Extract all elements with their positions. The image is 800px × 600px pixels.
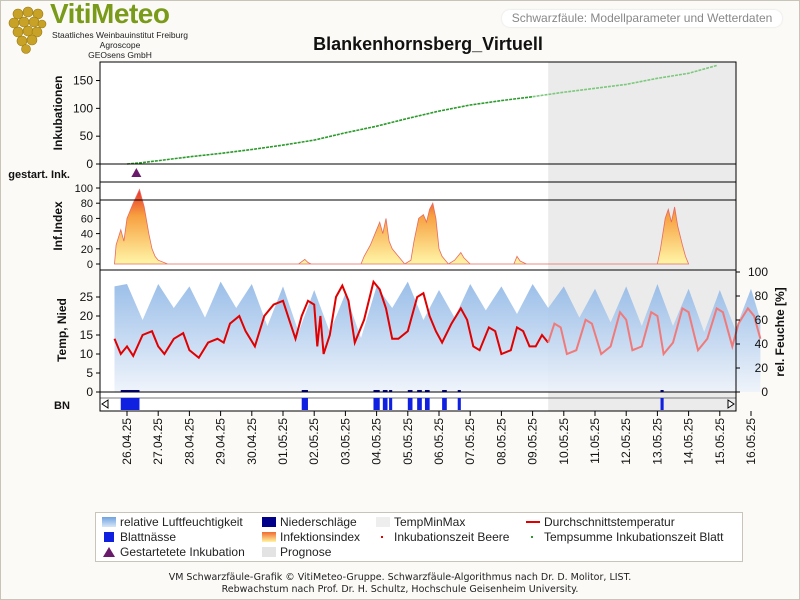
rain-bar — [301, 390, 308, 393]
rain-bar — [457, 390, 461, 393]
footer: VM Schwarzfäule-Grafik © VitiMeteo-Grupp… — [0, 572, 800, 596]
x-tick-label: 03.05.25 — [338, 418, 352, 465]
footer-line-2: Rebwachstum nach Prof. Dr. H. Schultz, H… — [221, 584, 579, 595]
temp-y-tick-label: 25 — [80, 290, 94, 304]
leaf-wetness-bar — [407, 398, 413, 410]
x-tick-label: 06.05.25 — [432, 418, 446, 465]
x-tick-label: 27.04.25 — [151, 418, 165, 465]
infection-y-tick-label: 100 — [75, 183, 93, 195]
rain-bar — [417, 390, 422, 393]
infection-y-tick-label: 40 — [81, 229, 93, 241]
rain-bar — [120, 390, 140, 393]
humidity-y-tick-label: 80 — [755, 289, 769, 303]
x-tick-label: 26.04.25 — [120, 418, 134, 465]
infection-y-tick-label: 80 — [81, 198, 93, 210]
scroll-left-icon — [101, 399, 109, 409]
x-tick-label: 08.05.25 — [494, 418, 508, 465]
brand-name: VitiMeteo — [50, 0, 170, 29]
incubation-y-tick-label: 50 — [80, 129, 94, 143]
humidity-y-tick-label: 100 — [748, 265, 768, 279]
leaf-wetness-bar — [417, 398, 422, 410]
leaf-wetness-bar — [424, 398, 430, 410]
leaf-wetness-bar — [389, 398, 393, 410]
infection-index-area — [114, 188, 690, 265]
leaf-wetness-bar — [301, 398, 308, 410]
temp-y-tick-label: 10 — [80, 347, 94, 361]
incubation-y-label: Inkubationen — [51, 76, 65, 151]
x-tick-label: 07.05.25 — [463, 418, 477, 465]
humidity-area — [114, 281, 761, 392]
started-incubation-label: gestart. Ink. — [8, 169, 70, 181]
x-tick-label: 15.05.25 — [713, 418, 727, 465]
rain-bar — [660, 390, 664, 393]
leaf-wetness-label: BN — [54, 400, 70, 412]
rain-bar — [389, 390, 393, 393]
header-badge: Schwarzfäule: Modellparameter und Wetter… — [502, 10, 782, 27]
infection-y-tick-label: 0 — [87, 259, 93, 271]
rain-bar — [382, 390, 388, 393]
vitimeteo-logo: VitiMeteo Staatliches Weinbauinstitut Fr… — [4, 0, 204, 62]
x-tick-label: 12.05.25 — [619, 418, 633, 465]
rain-bar — [373, 390, 380, 393]
leaf-wetness-bar — [660, 398, 664, 410]
rain-bar — [442, 390, 447, 393]
humidity-y-tick-label: 40 — [755, 337, 769, 351]
infection-y-tick-label: 60 — [81, 213, 93, 225]
x-tick-label: 29.04.25 — [214, 418, 228, 465]
x-tick-label: 13.05.25 — [650, 418, 664, 465]
brand-line-3: GEOsens GmbH — [88, 50, 152, 60]
incubation-line — [126, 95, 533, 165]
leaf-wetness-bar — [442, 398, 447, 410]
plot-border — [99, 61, 737, 412]
x-tick-label: 02.05.25 — [307, 418, 321, 465]
x-tick-label: 05.05.25 — [401, 418, 415, 465]
x-tick-label: 11.05.25 — [588, 418, 602, 464]
temp-y-tick-label: 15 — [80, 328, 94, 342]
footer-line-1: VM Schwarzfäule-Grafik © VitiMeteo-Grupp… — [168, 572, 632, 583]
x-tick-label: 16.05.25 — [744, 418, 758, 465]
incubation-y-tick-label: 150 — [73, 74, 93, 88]
humidity-y-tick-label: 0 — [761, 385, 768, 399]
leaf-wetness-bar — [120, 398, 140, 410]
brand-line-1: Staatliches Weinbauinstitut Freiburg — [52, 30, 188, 40]
incubation-line-prognosis — [532, 64, 717, 98]
legend: relative Luftfeuchtigkeit Niederschläge … — [95, 512, 743, 562]
chart-title: Blankenhornsberg_Virtuell — [313, 34, 543, 54]
x-tick-label: 01.05.25 — [276, 418, 290, 465]
humidity-y-label: rel. Feuchte [%] — [773, 287, 787, 376]
started-incubation-marker — [131, 168, 142, 177]
brand-line-2: Agroscope — [99, 40, 141, 50]
incubation-y-tick-label: 0 — [86, 157, 93, 171]
scroll-right-icon — [727, 399, 735, 409]
avg-temperature-line-prognosis — [547, 306, 762, 357]
grape-icon — [8, 6, 47, 54]
humidity-y-tick-label: 20 — [755, 361, 769, 375]
rain-bar — [424, 390, 430, 393]
infection-y-tick-label: 20 — [81, 244, 93, 256]
leaf-wetness-bar — [373, 398, 380, 410]
x-tick-label: 14.05.25 — [682, 418, 696, 465]
infection-y-label: Inf.Index — [51, 201, 65, 251]
x-tick-label: 04.05.25 — [370, 418, 384, 465]
temp-y-tick-label: 20 — [80, 309, 94, 323]
x-tick-label: 10.05.25 — [557, 418, 571, 465]
rain-bar — [407, 390, 413, 393]
x-tick-label: 28.04.25 — [182, 418, 196, 465]
avg-temperature-line — [113, 279, 549, 360]
leaf-wetness-bar — [382, 398, 388, 410]
x-tick-label: 09.05.25 — [526, 418, 540, 465]
leaf-wetness-bar — [457, 398, 461, 410]
incubation-y-tick-label: 100 — [73, 101, 93, 115]
temp-y-tick-label: 0 — [86, 385, 93, 399]
temp-y-label: Temp, Nied — [55, 298, 69, 362]
x-tick-label: 30.04.25 — [245, 418, 259, 465]
temp-y-tick-label: 5 — [86, 366, 93, 380]
humidity-y-tick-label: 60 — [755, 313, 769, 327]
